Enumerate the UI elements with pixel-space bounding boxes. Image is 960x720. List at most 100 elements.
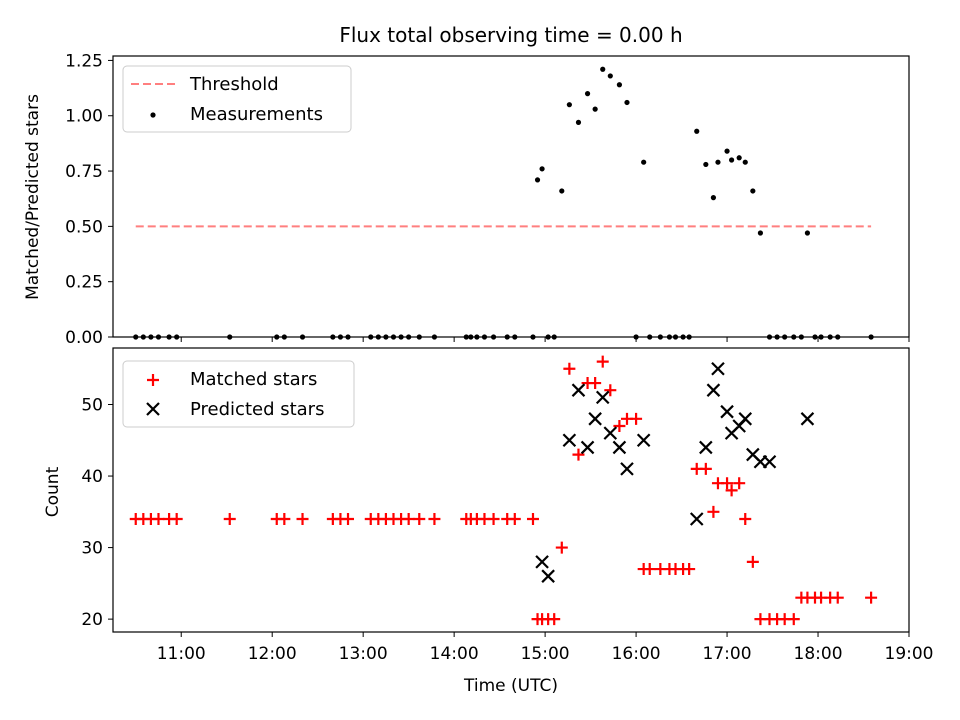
chart-title: Flux total observing time = 0.00 h — [339, 23, 682, 47]
measurement-point — [729, 157, 735, 163]
top-legend: Threshold Measurements — [122, 65, 352, 133]
matched-star-point — [683, 563, 696, 576]
measurement-point — [566, 102, 572, 108]
predicted-star-point — [580, 440, 595, 455]
bottom-y-axis-label: Count — [43, 466, 63, 517]
measurement-point — [559, 188, 565, 194]
bottom-y-tick-label: 30 — [81, 539, 103, 559]
predicted-star-point — [689, 512, 704, 526]
matched-star-point — [278, 512, 291, 525]
predicted-star-point — [535, 555, 549, 569]
predicted-star-point — [711, 361, 725, 376]
legend-measurements-label: Measurements — [190, 104, 323, 125]
matched-star-point — [223, 512, 236, 525]
x-tick-label: 17:00 — [703, 644, 752, 664]
x-tick-label: 13:00 — [339, 644, 388, 664]
predicted-star-point — [562, 433, 577, 448]
measurement-point — [641, 159, 647, 165]
matched-stars-series — [129, 355, 878, 626]
matched-star-point — [555, 541, 568, 554]
x-tick-label: 16:00 — [612, 644, 661, 664]
matched-star-point — [152, 512, 165, 525]
predicted-star-point — [720, 404, 734, 419]
measurement-point — [624, 99, 630, 106]
bottom-y-ticks: 20 30 40 50 — [81, 396, 113, 630]
bottom-y-tick-label: 40 — [81, 467, 103, 487]
measurement-point — [804, 230, 811, 236]
matched-star-point — [548, 613, 561, 626]
x-tick-label: 19:00 — [885, 644, 934, 664]
measurement-point — [715, 159, 721, 165]
top-y-tick-label: 0.50 — [65, 217, 103, 237]
matched-star-point — [613, 419, 626, 432]
predicted-star-point — [612, 440, 627, 455]
measurement-point — [736, 155, 742, 161]
matched-star-point — [508, 512, 521, 525]
x-tick-label: 12:00 — [248, 644, 297, 664]
measurement-point — [724, 148, 730, 154]
top-panel: 0.00 0.25 0.50 0.75 1.00 1.25 Matched/Predict… — [23, 51, 910, 348]
measurement-point — [539, 166, 545, 172]
predicted-star-point — [800, 412, 815, 426]
matched-star-point — [721, 477, 734, 490]
matched-star-point — [707, 505, 720, 518]
measurement-point — [534, 177, 541, 183]
measurement-point — [600, 66, 606, 72]
measurement-point — [703, 161, 709, 168]
bottom-legend-frame — [122, 360, 355, 428]
bottom-y-tick-label: 50 — [81, 396, 103, 416]
legend-predicted-swatch — [146, 402, 160, 416]
legend-measurements-swatch — [150, 112, 156, 118]
x-axis-label: Time (UTC) — [463, 676, 558, 696]
matched-star-point — [831, 591, 844, 604]
measurement-point — [592, 106, 598, 112]
predicted-stars-series — [535, 361, 815, 583]
measurement-point — [584, 91, 591, 97]
matched-star-point — [296, 512, 309, 525]
matched-star-point — [604, 384, 617, 397]
predicted-star-point — [620, 462, 634, 476]
measurement-point — [694, 128, 700, 134]
legend-predicted-label: Predicted stars — [190, 399, 324, 420]
top-legend-frame — [122, 65, 352, 133]
measurement-point — [710, 195, 717, 201]
top-y-tick-label: 0.75 — [65, 162, 103, 182]
matched-star-point — [739, 512, 752, 525]
top-y-axis-label: Matched/Predicted stars — [23, 94, 43, 300]
predicted-star-point — [706, 383, 721, 397]
measurement-point — [616, 82, 623, 88]
predicted-star-point — [603, 426, 618, 440]
bottom-y-tick-label: 20 — [81, 610, 103, 630]
predicted-star-point — [762, 454, 777, 469]
top-y-tick-label: 0.25 — [65, 273, 103, 293]
top-y-tick-label: 1.00 — [65, 107, 103, 127]
measurement-point — [757, 230, 764, 236]
matched-star-point — [733, 477, 746, 490]
matched-star-point — [402, 512, 415, 525]
predicted-star-point — [595, 390, 610, 405]
legend-threshold-label: Threshold — [189, 74, 279, 95]
predicted-star-point — [571, 383, 586, 397]
legend-matched-swatch — [147, 374, 159, 386]
measurement-point — [607, 73, 613, 79]
matched-star-point — [342, 512, 355, 525]
top-y-tick-label: 1.25 — [65, 51, 103, 71]
matched-star-point — [699, 462, 712, 475]
matched-star-point — [572, 448, 585, 461]
x-tick-label: 15:00 — [521, 644, 570, 664]
matched-star-point — [725, 484, 738, 497]
x-tick-label: 18:00 — [794, 644, 843, 664]
measurement-point — [742, 159, 748, 165]
measurement-point — [750, 188, 756, 194]
predicted-star-point — [738, 412, 753, 426]
top-y-tick-label: 0.00 — [65, 328, 103, 348]
bottom-x-ticks: 11:00 12:00 13:00 14:00 15:00 16:00 17:00 18:00… — [157, 632, 934, 664]
matched-star-point — [596, 355, 609, 368]
matched-star-point — [746, 555, 759, 568]
matched-star-point — [428, 512, 441, 525]
predicted-star-point — [699, 440, 713, 455]
matched-star-point — [170, 512, 183, 525]
matched-star-point — [487, 512, 500, 525]
